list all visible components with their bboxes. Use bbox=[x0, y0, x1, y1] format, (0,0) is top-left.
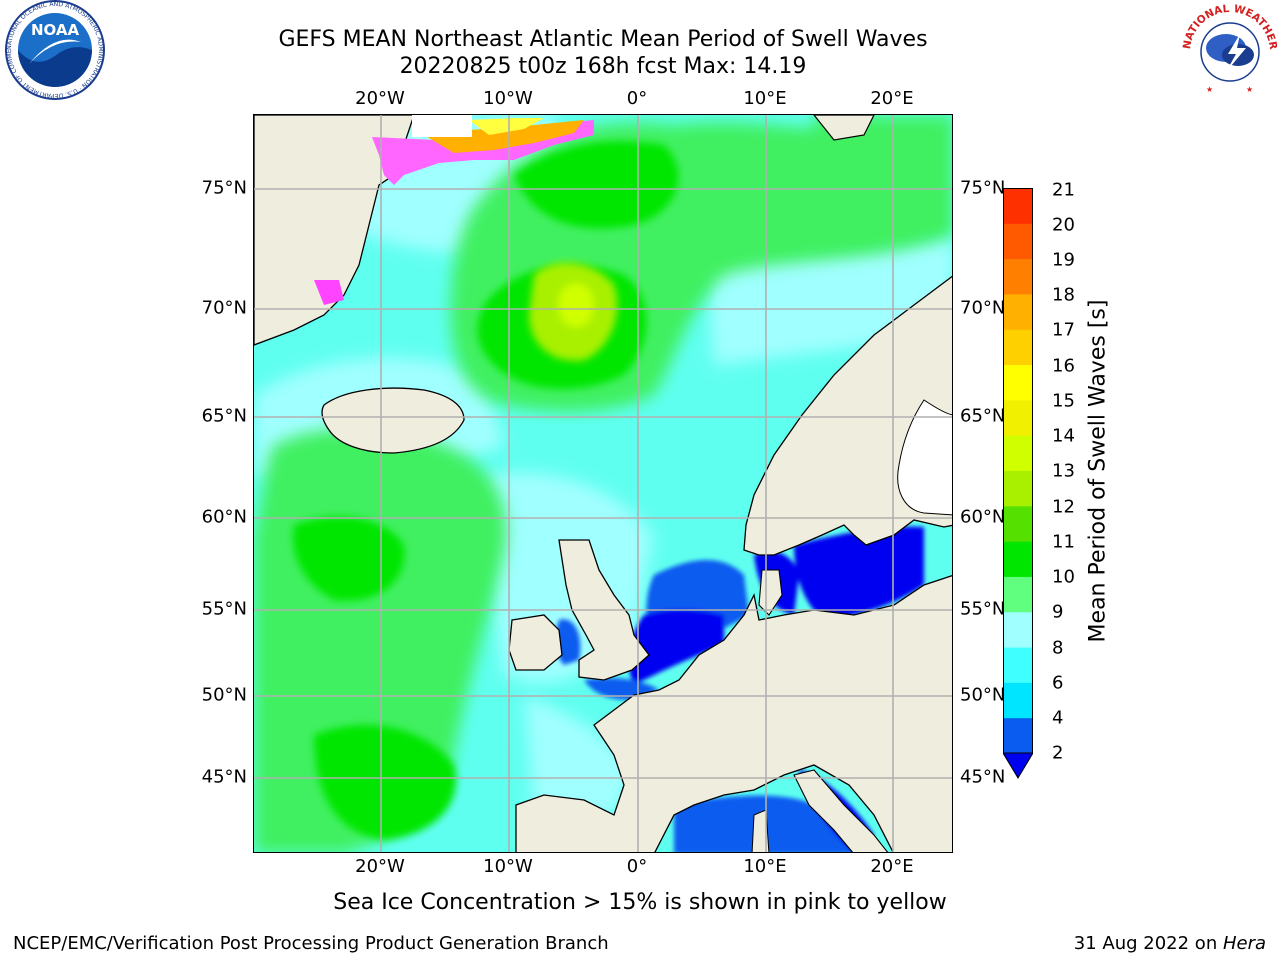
swell-zone-light-biscay bbox=[524, 695, 634, 815]
lon-label-bottom-0: 0° bbox=[626, 856, 648, 877]
colorbar-tick-15: 15 bbox=[1052, 390, 1075, 412]
lat-label-left-75n: 75°N bbox=[201, 177, 247, 199]
colorbar-tick-18: 18 bbox=[1052, 284, 1075, 306]
lat-label-left-55n: 55°N bbox=[201, 598, 247, 620]
swell-zone-bright-southwest bbox=[314, 725, 456, 840]
sea-ice-caption: Sea Ice Concentration > 15% is shown in … bbox=[333, 890, 947, 915]
svg-text:★: ★ bbox=[1246, 85, 1253, 94]
colorbar-tick-6: 6 bbox=[1052, 672, 1064, 694]
lon-label-top-10w: 10°W bbox=[483, 88, 533, 109]
colorbar-tick-21: 21 bbox=[1052, 179, 1075, 201]
sea-ice-area bbox=[314, 115, 594, 305]
chart-title: GEFS MEAN Northeast Atlantic Mean Period… bbox=[278, 27, 928, 52]
land-sardinia-corsica bbox=[751, 809, 770, 852]
lat-label-left-45n: 45°N bbox=[201, 766, 247, 788]
land-svalbard bbox=[813, 115, 875, 141]
lat-label-left-70n: 70°N bbox=[201, 297, 247, 319]
colorbar-bin-10 bbox=[1003, 364, 1033, 401]
colorbar-tick-13: 13 bbox=[1052, 460, 1075, 482]
nws-logo: NATIONAL WEATHER SERVICE ★ ★ bbox=[1176, 0, 1280, 100]
lat-label-right-60n: 60°N bbox=[960, 506, 1006, 528]
land-continental-europe bbox=[515, 574, 952, 852]
colorbar-border bbox=[1003, 188, 1033, 754]
colorbar-tick-19: 19 bbox=[1052, 249, 1075, 271]
swell-zone-peak-core bbox=[558, 283, 594, 327]
colorbar-bin-2 bbox=[1003, 647, 1033, 683]
lat-label-right-70n: 70°N bbox=[960, 297, 1006, 319]
lon-label-bottom-20e: 20°E bbox=[870, 856, 914, 877]
footer-date-text: 31 Aug 2022 on bbox=[1073, 933, 1223, 954]
lat-label-left-50n: 50°N bbox=[201, 684, 247, 706]
noaa-logo: NATIONAL OCEANIC AND ATMOSPHERIC ADMINIS… bbox=[1, 0, 107, 100]
colorbar-bin-9 bbox=[1003, 399, 1033, 436]
colorbar-bin-11 bbox=[1003, 329, 1033, 366]
colorbar-tick-9: 9 bbox=[1052, 601, 1064, 623]
sea-ice-white-gap bbox=[412, 115, 472, 137]
colorbar-bin-0 bbox=[1003, 717, 1033, 754]
lon-label-top-20w: 20°W bbox=[355, 88, 405, 109]
svg-text:★: ★ bbox=[1206, 85, 1213, 94]
colorbar-tick-20: 20 bbox=[1052, 214, 1075, 236]
colorbar bbox=[1002, 188, 1034, 780]
colorbar-bin-4 bbox=[1003, 576, 1033, 613]
swell-zone-blue-baltic bbox=[794, 526, 924, 620]
land-ireland bbox=[508, 614, 563, 671]
colorbar-tick-11: 11 bbox=[1052, 531, 1075, 553]
swell-zone-blue-channel bbox=[628, 609, 724, 685]
colorbar-bin-5 bbox=[1003, 541, 1033, 577]
lon-label-bottom-10w: 10°W bbox=[483, 856, 533, 877]
footer-date: 31 Aug 2022 on Hera bbox=[1074, 933, 1266, 954]
sea-ice-east-greenland bbox=[314, 280, 344, 305]
swell-zone-green-northeast bbox=[814, 115, 952, 229]
colorbar-bin-1 bbox=[1003, 682, 1033, 719]
water-gulf-of-bothnia bbox=[897, 399, 952, 516]
land-iceland bbox=[321, 387, 465, 454]
colorbar-tick-17: 17 bbox=[1052, 319, 1075, 341]
lon-label-bottom-10e: 10°E bbox=[743, 856, 787, 877]
lat-label-right-50n: 50°N bbox=[960, 684, 1006, 706]
colorbar-bin-3 bbox=[1003, 611, 1033, 648]
lon-label-bottom-20w: 20°W bbox=[355, 856, 405, 877]
colorbar-tick-14: 14 bbox=[1052, 425, 1075, 447]
swell-period-map bbox=[253, 114, 953, 853]
land-italy bbox=[793, 769, 889, 852]
colorbar-title: Mean Period of Swell Waves [s] bbox=[1085, 299, 1111, 643]
lat-label-left-60n: 60°N bbox=[201, 506, 247, 528]
colorbar-bin-12 bbox=[1003, 293, 1033, 330]
colorbar-tick-16: 16 bbox=[1052, 355, 1075, 377]
lat-label-right-75n: 75°N bbox=[960, 177, 1006, 199]
footer-machine: Hera bbox=[1222, 933, 1266, 954]
lat-label-right-45n: 45°N bbox=[960, 766, 1006, 788]
colorbar-bin-6 bbox=[1003, 505, 1033, 542]
colorbar-tick-10: 10 bbox=[1052, 566, 1075, 588]
colorbar-under-arrow bbox=[1002, 752, 1034, 779]
swell-field bbox=[254, 115, 952, 852]
colorbar-tick-2: 2 bbox=[1052, 742, 1064, 764]
lat-label-left-65n: 65°N bbox=[201, 405, 247, 427]
colorbar-bin-8 bbox=[1003, 435, 1033, 471]
colorbar-bin-7 bbox=[1003, 470, 1033, 507]
sea-ice-orange bbox=[424, 120, 584, 153]
footer-organization: NCEP/EMC/Verification Post Processing Pr… bbox=[13, 933, 609, 954]
lon-label-top-10e: 10°E bbox=[743, 88, 787, 109]
colorbar-bin-13 bbox=[1003, 258, 1033, 295]
lat-label-right-55n: 55°N bbox=[960, 598, 1006, 620]
noaa-logo-text: NOAA bbox=[31, 21, 80, 39]
colorbar-tick-8: 8 bbox=[1052, 637, 1064, 659]
chart-subtitle: 20220825 t00z 168h fcst Max: 14.19 bbox=[399, 54, 807, 79]
land-denmark bbox=[758, 569, 783, 616]
graticule bbox=[254, 115, 952, 852]
sea-ice-yellow bbox=[469, 118, 544, 135]
lon-label-top-20e: 20°E bbox=[870, 88, 914, 109]
lon-label-top-0: 0° bbox=[626, 88, 648, 109]
colorbar-tick-12: 12 bbox=[1052, 496, 1075, 518]
colorbar-bin-14 bbox=[1003, 223, 1033, 260]
colorbar-tick-4: 4 bbox=[1052, 707, 1064, 729]
lat-label-right-65n: 65°N bbox=[960, 405, 1006, 427]
colorbar-bin-15 bbox=[1003, 188, 1033, 224]
swell-zone-bright-west bbox=[293, 516, 405, 601]
